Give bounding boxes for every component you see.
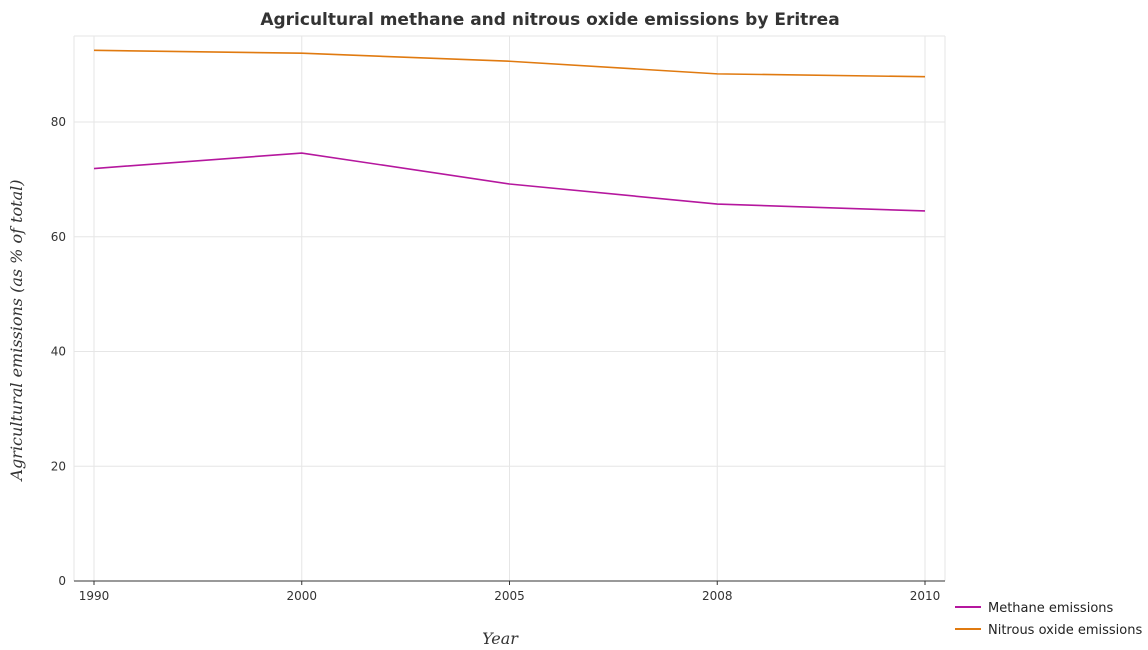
y-tick-label: 80 bbox=[51, 115, 66, 129]
chart-title: Agricultural methane and nitrous oxide e… bbox=[260, 10, 839, 30]
x-tick-label: 2010 bbox=[910, 589, 941, 603]
x-axis-label: Year bbox=[482, 629, 519, 648]
x-axis: 1990 2000 2005 2008 2010 bbox=[74, 580, 945, 603]
x-tick-label: 2008 bbox=[702, 589, 733, 603]
y-tick-label: 20 bbox=[51, 459, 66, 473]
x-tick-label: 2005 bbox=[494, 589, 525, 603]
series-line-0 bbox=[93, 152, 926, 212]
legend: Methane emissions Nitrous oxide emissions bbox=[955, 601, 1142, 638]
y-axis: 0 20 40 60 80 bbox=[51, 115, 66, 588]
series-line-1 bbox=[93, 49, 926, 78]
y-axis-label: Agricultural emissions (as % of total) bbox=[7, 180, 26, 483]
legend-label: Nitrous oxide emissions bbox=[988, 623, 1142, 638]
y-tick-label: 0 bbox=[58, 574, 66, 588]
series-lines bbox=[93, 49, 926, 212]
legend-label: Methane emissions bbox=[988, 601, 1114, 616]
x-tick-label: 2000 bbox=[286, 589, 317, 603]
y-tick-label: 40 bbox=[51, 345, 66, 359]
x-tick-label: 1990 bbox=[79, 589, 110, 603]
y-tick-label: 60 bbox=[51, 230, 66, 244]
grid bbox=[73, 35, 946, 582]
